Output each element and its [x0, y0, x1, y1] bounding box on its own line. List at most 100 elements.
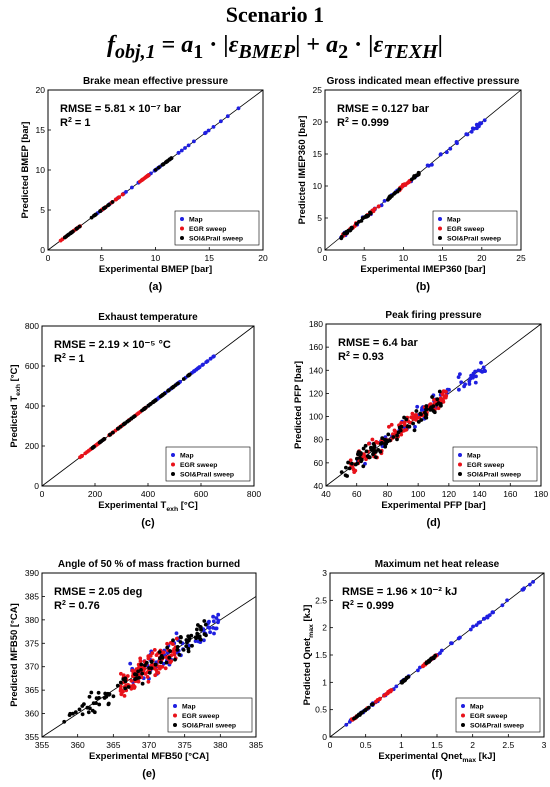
data-point — [375, 698, 380, 702]
data-point — [208, 356, 213, 361]
data-point — [80, 453, 84, 458]
annotation-text: RMSE = 1.96 × 10⁻² kJ — [342, 586, 457, 598]
x-tick-label: 5 — [99, 253, 104, 263]
y-tick-label: 390 — [25, 568, 39, 578]
data-point — [352, 470, 357, 474]
data-point — [372, 445, 377, 450]
legend-marker — [461, 723, 465, 727]
data-point — [410, 411, 415, 416]
y-tick-label: 60 — [314, 458, 324, 468]
x-tick-label: 1.5 — [431, 740, 443, 750]
data-point — [186, 143, 191, 148]
data-point — [136, 669, 141, 674]
data-point — [428, 402, 433, 407]
data-point — [98, 209, 103, 213]
data-point — [186, 634, 191, 639]
data-point — [145, 675, 150, 679]
data-point — [399, 424, 404, 429]
data-point — [439, 403, 443, 408]
data-point — [344, 465, 348, 470]
data-point — [424, 407, 428, 412]
data-point — [464, 132, 469, 137]
data-point — [168, 660, 173, 665]
data-point — [195, 631, 200, 636]
data-point — [212, 631, 216, 636]
data-point — [370, 702, 375, 706]
data-point — [476, 368, 481, 373]
data-point — [384, 692, 388, 696]
x-tick-label: 25 — [516, 253, 526, 263]
y-tick-label: 600 — [25, 361, 39, 371]
data-point — [457, 387, 461, 392]
data-points — [344, 580, 535, 727]
data-point — [116, 426, 120, 431]
data-point — [143, 672, 148, 676]
data-point — [395, 437, 399, 442]
data-point — [429, 656, 434, 661]
data-point — [348, 458, 353, 463]
data-point — [193, 639, 198, 643]
data-point — [467, 379, 472, 384]
y-tick-label: 400 — [25, 401, 39, 411]
x-tick-label: 360 — [71, 740, 85, 750]
data-point — [211, 619, 216, 624]
legend-marker — [171, 453, 175, 457]
data-point — [123, 676, 128, 681]
data-point — [366, 705, 371, 710]
y-axis-label: Predicted Qnetmax [kJ] — [302, 605, 315, 706]
data-point — [166, 388, 171, 393]
x-tick-label: 5 — [362, 253, 367, 263]
data-point — [479, 360, 483, 365]
data-point — [174, 631, 179, 636]
data-point — [396, 430, 401, 435]
x-tick-label: 15 — [205, 253, 215, 263]
x-tick-label: 60 — [352, 489, 362, 499]
y-tick-label: 10 — [36, 165, 46, 175]
data-point — [481, 365, 486, 370]
data-point — [153, 662, 158, 667]
legend: Map EGR sweep SOI&Prail sweep — [174, 210, 260, 246]
data-point — [368, 210, 372, 215]
data-point — [92, 710, 97, 715]
data-point — [367, 455, 372, 460]
x-axis-label: Experimental Texh [°C] — [98, 500, 198, 513]
legend-label: EGR sweep — [189, 226, 226, 233]
data-point — [425, 660, 429, 665]
data-point — [167, 157, 172, 162]
legend-box — [452, 446, 538, 482]
legend-label: Map — [189, 217, 203, 224]
data-point — [468, 627, 473, 632]
x-tick-label: 600 — [194, 489, 208, 499]
data-point — [412, 428, 417, 433]
data-point — [366, 213, 371, 218]
data-point — [386, 432, 391, 437]
x-tick-label: 0 — [46, 253, 51, 263]
data-point — [500, 603, 505, 608]
legend-label: SOI&Prail sweep — [447, 236, 501, 243]
data-point — [425, 163, 430, 168]
data-point — [126, 685, 131, 689]
data-point — [203, 622, 208, 627]
data-point — [438, 152, 443, 157]
data-point — [416, 668, 420, 673]
data-point — [350, 461, 354, 466]
data-point — [388, 438, 392, 443]
data-point — [192, 369, 197, 374]
legend-marker — [458, 472, 462, 476]
data-point — [431, 404, 436, 408]
legend-label: Map — [180, 453, 194, 460]
data-point — [404, 427, 409, 432]
data-point — [157, 650, 162, 654]
data-point — [186, 649, 191, 654]
data-point — [160, 664, 165, 669]
data-point — [352, 716, 356, 721]
legend-label: EGR sweep — [447, 226, 484, 233]
y-tick-label: 120 — [309, 388, 323, 398]
data-point — [160, 655, 165, 660]
legend-label: SOI&Prail sweep — [467, 472, 521, 479]
data-point — [121, 422, 126, 427]
chart-title: Angle of 50 % of mass fraction burned — [58, 559, 240, 570]
data-point — [179, 148, 184, 153]
data-point — [402, 678, 406, 683]
